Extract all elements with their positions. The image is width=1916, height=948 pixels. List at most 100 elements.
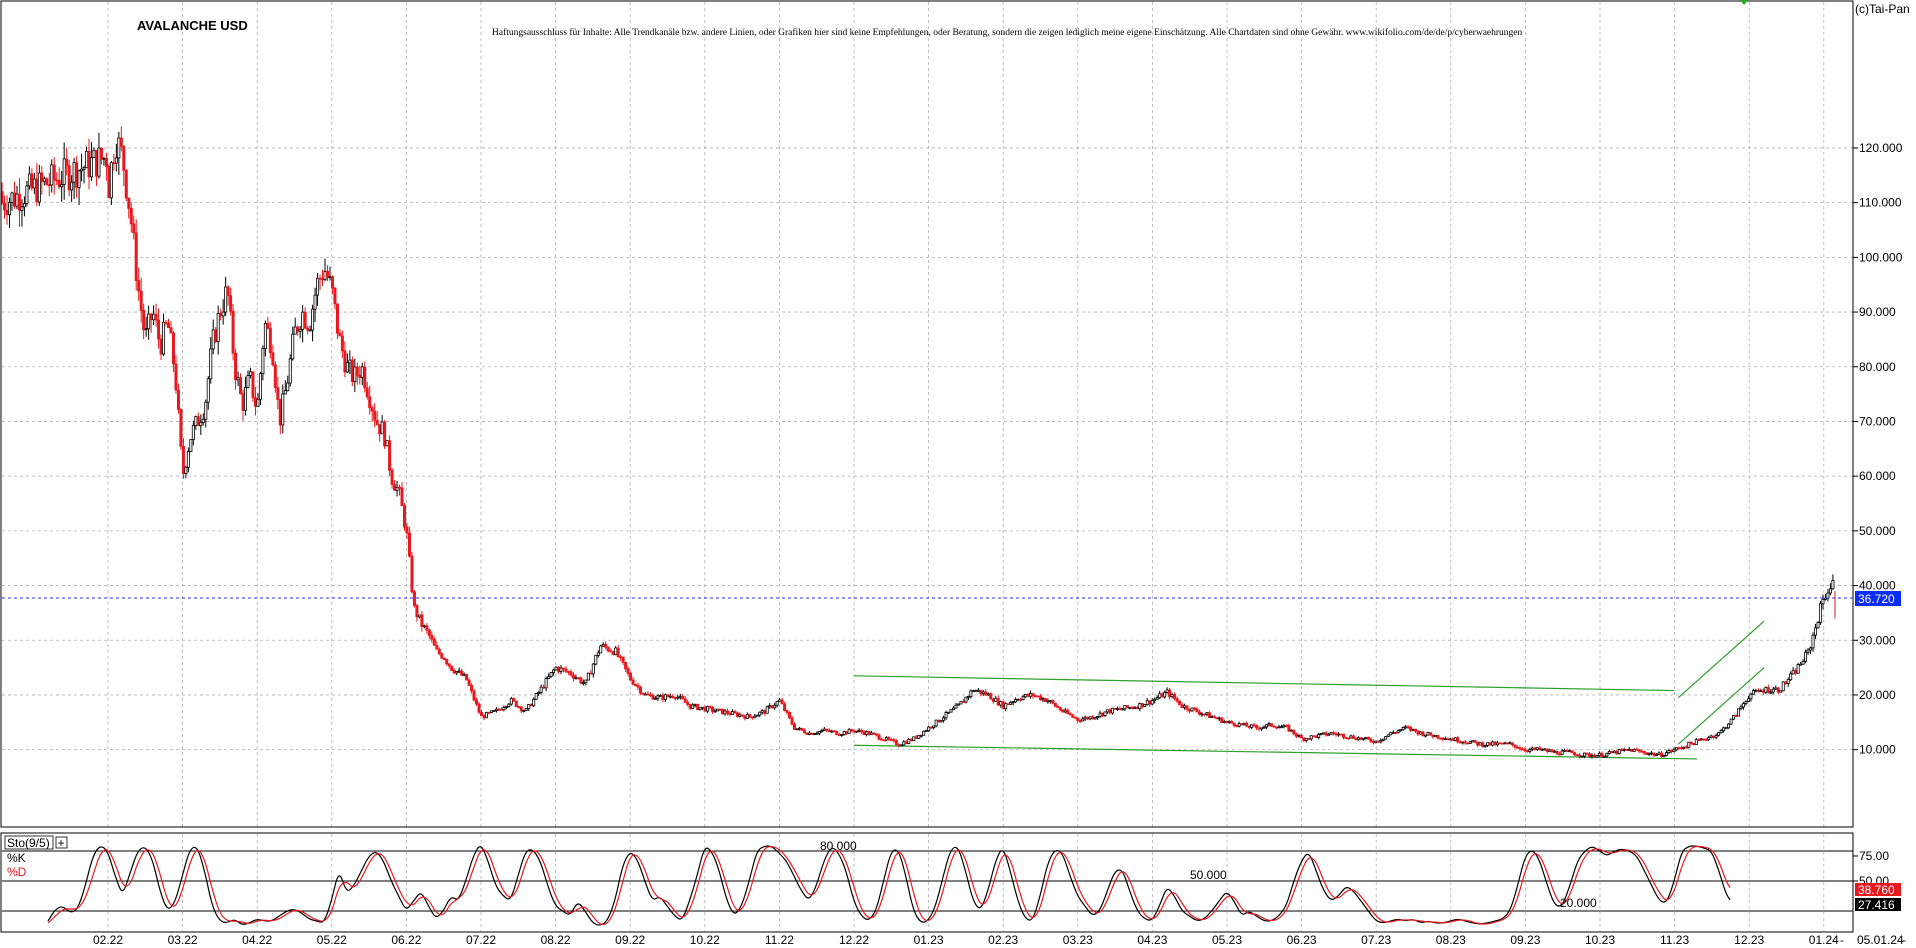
- candle-body: [1694, 739, 1698, 746]
- axis-dash: -: [1840, 933, 1844, 947]
- candle-body: [1724, 727, 1728, 730]
- candle-body: [840, 734, 844, 736]
- candle-body: [1582, 752, 1586, 757]
- candle-body: [820, 730, 824, 732]
- candle-body: [1014, 699, 1018, 703]
- candle-body: [952, 707, 956, 711]
- candle-body: [276, 387, 280, 400]
- candle-body: [1515, 746, 1519, 749]
- candle-body: [1255, 725, 1259, 729]
- candle-body: [1590, 755, 1594, 758]
- candle-body: [681, 695, 685, 700]
- candle-body: [330, 276, 334, 289]
- candle-body: [20, 206, 24, 211]
- candle-body: [201, 418, 205, 423]
- candle-body: [529, 704, 533, 707]
- candle-body: [899, 744, 903, 747]
- candle-body: [1461, 741, 1465, 744]
- candle-body: [639, 686, 643, 694]
- candle-body: [1702, 738, 1706, 741]
- candle-body: [730, 711, 734, 715]
- candle-body: [447, 663, 451, 667]
- candle-body: [420, 614, 424, 627]
- current-price-label: 36.720: [1858, 592, 1895, 606]
- candle-body: [788, 712, 792, 719]
- x-tick-label: 09.22: [615, 933, 645, 947]
- candle-body: [1004, 703, 1008, 710]
- candle-body: [1319, 732, 1323, 735]
- candle-body: [1578, 754, 1582, 757]
- candle-body: [1349, 735, 1353, 739]
- candle-body: [661, 694, 665, 700]
- candle-body: [1091, 716, 1095, 720]
- candle-body: [537, 692, 541, 694]
- candle-body: [852, 730, 856, 733]
- candle-body: [1615, 750, 1619, 755]
- candle-body: [32, 178, 36, 189]
- candle-body: [1719, 730, 1723, 734]
- candle-body: [417, 614, 421, 618]
- candle-body: [8, 202, 12, 216]
- candle-body: [134, 232, 138, 281]
- candle-body: [1304, 738, 1308, 741]
- candle-body: [897, 744, 901, 747]
- stoch-expand-button[interactable]: [55, 836, 68, 849]
- candle-body: [793, 723, 797, 730]
- candle-body: [127, 197, 131, 209]
- candle-body: [1722, 727, 1726, 731]
- candle-body: [1160, 693, 1164, 698]
- candle-body: [579, 677, 583, 684]
- candle-body: [706, 706, 710, 712]
- candle-body: [231, 310, 235, 354]
- candle-body: [1076, 717, 1080, 721]
- candle-body: [1602, 755, 1606, 758]
- candle-body: [755, 714, 759, 717]
- candle-body: [1540, 748, 1544, 751]
- candle-body: [1081, 718, 1085, 722]
- candle-body: [619, 656, 623, 659]
- candle-body: [745, 714, 749, 719]
- last-date-label: 05.01.24: [1857, 933, 1904, 947]
- candle-body: [393, 484, 397, 491]
- candle-body: [1133, 707, 1137, 709]
- candle-body: [403, 505, 407, 528]
- candle-body: [1247, 725, 1251, 728]
- candle-body: [306, 327, 310, 331]
- candle-body: [1232, 722, 1236, 726]
- candle-body: [1314, 735, 1318, 738]
- candle-body: [822, 728, 826, 731]
- candle-body: [301, 311, 305, 330]
- candle-body: [775, 700, 779, 706]
- candle-body: [773, 704, 777, 709]
- candle-body: [624, 661, 628, 670]
- candle-body: [512, 698, 516, 702]
- candle-body: [1210, 716, 1214, 718]
- candle-body: [244, 386, 248, 411]
- stoch-lines: [47, 845, 1731, 926]
- candle-body: [152, 313, 156, 321]
- candle-body: [1113, 707, 1117, 710]
- candle-body: [395, 486, 399, 491]
- stoch-grid: [2, 834, 1853, 931]
- candle-body: [557, 666, 561, 672]
- candle-body: [278, 399, 282, 426]
- candle-body: [1672, 749, 1676, 752]
- candle-body: [1779, 690, 1783, 693]
- candle-body: [1217, 717, 1221, 720]
- candle-body: [80, 168, 84, 172]
- candle-body: [1019, 698, 1023, 701]
- candle-body: [184, 466, 188, 474]
- y-tick-label: 120.000: [1859, 141, 1903, 155]
- candle-body: [1674, 747, 1678, 751]
- k-value-badge: [1855, 898, 1901, 911]
- candle-body: [1637, 749, 1641, 752]
- candle-body: [162, 321, 166, 355]
- candle-body: [1262, 726, 1266, 729]
- candle-body: [1428, 732, 1432, 736]
- candle-body: [1337, 733, 1341, 736]
- trend-line: [853, 675, 1675, 692]
- candle-body: [1245, 722, 1249, 727]
- candle-body: [412, 591, 416, 606]
- candle-body: [1607, 751, 1611, 754]
- candle-body: [817, 730, 821, 734]
